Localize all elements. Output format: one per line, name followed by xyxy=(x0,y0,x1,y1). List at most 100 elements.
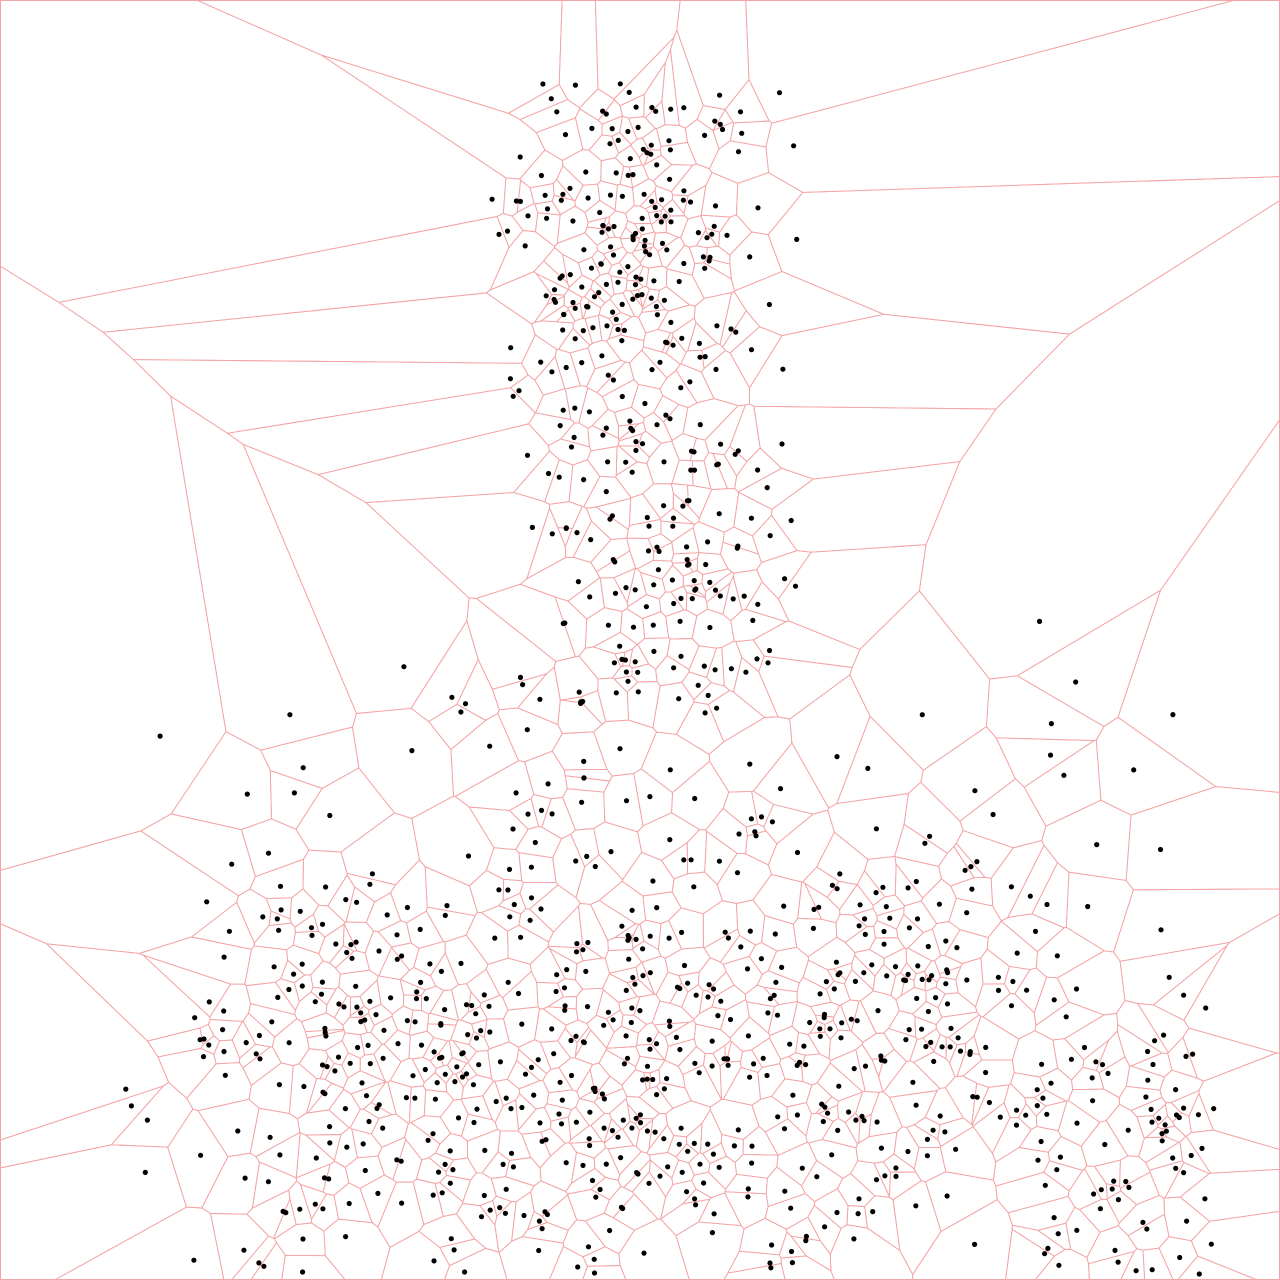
site-point xyxy=(399,953,405,959)
voronoi-cell xyxy=(603,1185,635,1219)
voronoi-cell xyxy=(920,726,1016,822)
voronoi-cell xyxy=(664,946,711,977)
voronoi-cell xyxy=(724,78,770,124)
site-point xyxy=(556,1111,562,1117)
site-point xyxy=(667,176,673,182)
voronoi-cell xyxy=(511,202,539,233)
voronoi-cell xyxy=(733,491,773,537)
site-point xyxy=(664,340,670,346)
site-point xyxy=(794,1112,801,1118)
site-point xyxy=(668,219,674,225)
site-point xyxy=(648,295,654,301)
voronoi-cell xyxy=(620,1014,648,1034)
voronoi-cell xyxy=(304,1134,342,1162)
site-point xyxy=(781,1126,788,1132)
site-point xyxy=(568,444,575,450)
site-point xyxy=(588,265,595,271)
site-point xyxy=(1144,1226,1150,1232)
site-point xyxy=(442,1071,448,1077)
site-point xyxy=(583,169,589,175)
voronoi-cell xyxy=(711,984,747,1011)
site-point xyxy=(278,907,284,913)
voronoi-cell xyxy=(475,583,577,662)
site-point xyxy=(905,1148,911,1155)
voronoi-cell xyxy=(564,385,589,424)
site-point xyxy=(510,393,516,399)
voronoi-cell xyxy=(568,459,601,508)
voronoi-cell xyxy=(606,1025,639,1049)
site-point xyxy=(558,1121,565,1127)
site-point xyxy=(676,696,682,702)
site-point xyxy=(342,1106,348,1112)
site-point xyxy=(538,906,544,912)
voronoi-cell xyxy=(918,199,1280,680)
site-point xyxy=(661,1086,668,1092)
voronoi-cell xyxy=(807,1204,842,1256)
voronoi-cell xyxy=(519,556,601,602)
site-point xyxy=(607,141,613,147)
site-point xyxy=(861,970,867,976)
voronoi-cell xyxy=(587,425,620,452)
voronoi-cell xyxy=(883,947,908,977)
voronoi-cell xyxy=(594,0,681,100)
site-point xyxy=(644,150,650,156)
voronoi-cell xyxy=(992,1147,1050,1187)
site-point xyxy=(1161,1032,1167,1038)
voronoi-cell xyxy=(567,577,605,620)
site-point xyxy=(572,405,578,411)
voronoi-cell xyxy=(629,289,644,309)
site-point xyxy=(1195,1112,1201,1118)
site-point xyxy=(235,1128,241,1134)
site-point xyxy=(503,1186,509,1192)
site-point xyxy=(665,1164,671,1170)
site-point xyxy=(654,1092,660,1098)
voronoi-cell xyxy=(333,1182,373,1224)
site-point xyxy=(575,1264,581,1270)
voronoi-cell xyxy=(139,813,256,897)
site-point xyxy=(884,973,890,979)
site-point xyxy=(836,1083,842,1089)
site-point xyxy=(764,1072,770,1079)
site-point xyxy=(772,931,778,937)
voronoi-cell xyxy=(490,1176,535,1203)
site-point xyxy=(914,916,921,922)
site-point xyxy=(581,477,587,483)
site-point xyxy=(678,653,684,659)
site-point xyxy=(380,1125,386,1131)
site-point xyxy=(559,273,565,279)
voronoi-cell xyxy=(722,955,763,995)
site-point xyxy=(596,290,602,296)
voronoi-cell xyxy=(696,104,726,132)
voronoi-cell xyxy=(460,1113,499,1142)
voronoi-cell xyxy=(829,1048,866,1093)
site-point xyxy=(711,223,717,229)
site-point xyxy=(442,1161,448,1167)
site-point xyxy=(615,1134,621,1140)
site-point xyxy=(644,514,650,521)
site-point xyxy=(728,666,735,672)
site-point xyxy=(1149,1119,1155,1125)
voronoi-cell xyxy=(1120,1248,1146,1280)
site-point xyxy=(363,1093,370,1099)
voronoi-cell xyxy=(628,493,661,527)
voronoi-cell xyxy=(705,646,725,687)
site-point xyxy=(1190,1051,1196,1057)
site-point xyxy=(587,1142,593,1149)
site-point xyxy=(633,1115,639,1121)
site-point xyxy=(758,956,765,962)
site-point xyxy=(709,1063,715,1069)
voronoi-cell xyxy=(242,443,470,714)
site-point xyxy=(619,301,625,307)
site-point xyxy=(848,1016,854,1022)
site-point xyxy=(610,1017,616,1023)
voronoi-cell xyxy=(628,643,650,669)
site-point xyxy=(401,664,407,670)
site-point xyxy=(585,1244,592,1250)
voronoi-cell xyxy=(596,550,637,579)
site-point xyxy=(709,231,715,237)
site-point xyxy=(681,857,687,863)
site-point xyxy=(862,931,868,938)
site-point xyxy=(474,1106,480,1112)
voronoi-cell xyxy=(539,1040,572,1070)
site-point xyxy=(439,1190,445,1196)
